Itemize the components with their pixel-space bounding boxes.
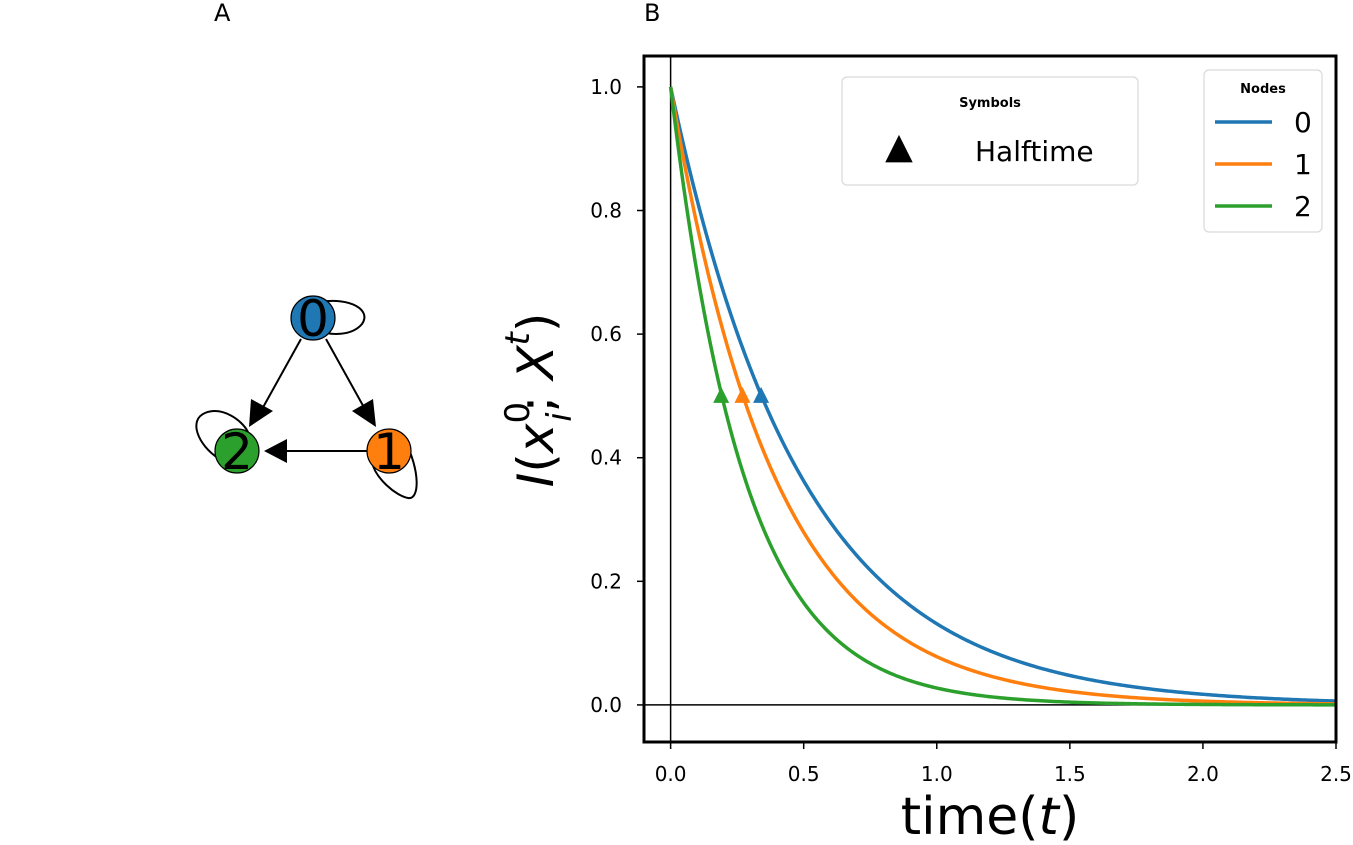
- edge-0-2: [260, 338, 302, 412]
- legend-label-0: 0: [1294, 106, 1312, 139]
- x-tick-label: 1.5: [1054, 762, 1086, 786]
- node-0: [290, 295, 336, 341]
- y-tick-label: 0.6: [590, 322, 622, 346]
- self-loop-2: [195, 410, 249, 459]
- symbols-legend: Symbols ▲ Halftime: [841, 76, 1139, 186]
- network-graph: 0 1 2: [195, 290, 418, 499]
- symbols-legend-box: [841, 76, 1139, 186]
- halftime-legend-marker: ▲: [885, 126, 913, 167]
- chart: 0.0 0.5 1.0 1.5 2.0 2.5 0.0 0.2 0.4 0.6 0.8 1.0 ti…: [498, 54, 1352, 845]
- edge-0-1-arrowhead: [352, 399, 376, 427]
- halftime-legend-label: Halftime: [975, 135, 1094, 168]
- halftime-marker-0: [753, 386, 770, 403]
- nodes-legend-box: [1203, 69, 1323, 233]
- edge-1-2-arrowhead: [264, 439, 287, 463]
- panel-label-a: A: [214, 0, 231, 27]
- x-tick-label: 0.0: [655, 762, 687, 786]
- node-1: [366, 428, 412, 474]
- edge-0-1: [325, 338, 367, 412]
- y-tick-label: 1.0: [590, 75, 622, 99]
- halftime-marker-2: [713, 386, 730, 403]
- y-tick-label: 0.8: [590, 199, 622, 223]
- x-ticks: 0.0 0.5 1.0 1.5 2.0 2.5: [655, 742, 1352, 786]
- node-label-0: 0: [297, 290, 329, 348]
- series-line-1: [668, 86, 1336, 706]
- y-axis-label: I(x0i; Xt): [498, 313, 580, 488]
- edge-0-2-arrowhead: [249, 399, 273, 427]
- node-2: [214, 428, 260, 474]
- y-tick-label: 0.4: [590, 446, 622, 470]
- nodes-legend: Nodes 0 1 2: [1203, 69, 1323, 233]
- panel-label-b: B: [644, 0, 660, 27]
- y-tick-label: 0.2: [590, 569, 622, 593]
- halftime-markers: [713, 386, 770, 403]
- x-tick-label: 0.5: [788, 762, 820, 786]
- halftime-marker-1: [734, 386, 751, 403]
- node-label-1: 1: [373, 423, 405, 481]
- plot-frame: [642, 54, 1338, 744]
- self-loop-0: [317, 299, 366, 335]
- series-line-2: [668, 86, 1336, 707]
- x-tick-label: 1.0: [921, 762, 953, 786]
- series-layer: [668, 86, 1336, 707]
- x-tick-label: 2.5: [1320, 762, 1352, 786]
- x-axis-label: time(t): [901, 787, 1079, 845]
- series-line-0: [668, 86, 1336, 703]
- symbols-legend-title: Symbols: [959, 96, 1021, 111]
- legend-label-2: 2: [1294, 190, 1312, 223]
- nodes-legend-title: Nodes: [1240, 82, 1286, 97]
- node-label-2: 2: [221, 423, 253, 481]
- y-ticks: 0.0 0.2 0.4 0.6 0.8 1.0: [590, 75, 644, 717]
- x-tick-label: 2.0: [1187, 762, 1219, 786]
- legend-label-1: 1: [1294, 148, 1312, 181]
- y-tick-label: 0.0: [590, 693, 622, 717]
- self-loop-1: [371, 440, 418, 499]
